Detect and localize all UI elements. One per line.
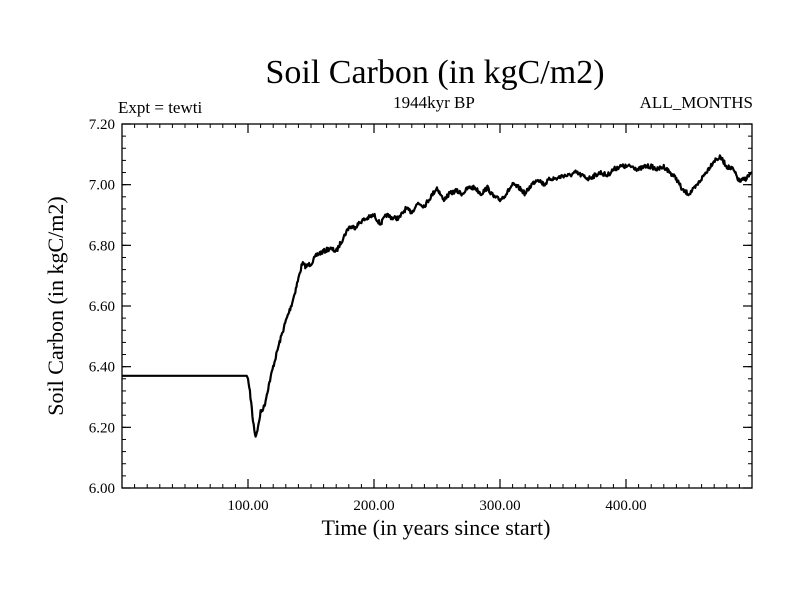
- y-tick-label: 7.00: [89, 178, 115, 194]
- y-tick-label: 6.80: [89, 238, 115, 254]
- x-tick-label: 100.00: [227, 498, 268, 514]
- chart-subtitle: 1944kyr BP: [393, 93, 475, 112]
- y-tick-label: 6.20: [89, 420, 115, 436]
- y-tick-label: 6.40: [89, 360, 115, 376]
- tick-labels: 100.00 200.00 300.00 400.00 6.00 6.20 6.40 6.60…: [89, 117, 647, 514]
- series-layer: [121, 154, 753, 438]
- x-tick-label: 400.00: [605, 498, 646, 514]
- axis-ticks: [122, 123, 752, 489]
- months-label: ALL_MONTHS: [640, 93, 753, 112]
- experiment-label: Expt = tewti: [118, 98, 202, 117]
- plot-frame: [121, 123, 753, 489]
- x-tick-label: 200.00: [353, 498, 394, 514]
- x-axis-label: Time (in years since start): [322, 515, 551, 540]
- y-tick-label: 7.20: [89, 117, 115, 133]
- y-axis-label: Soil Carbon (in kgC/m2): [43, 196, 68, 415]
- chart-title: Soil Carbon (in kgC/m2): [265, 54, 604, 91]
- soil-carbon-series-line: [121, 154, 753, 438]
- x-tick-label: 300.00: [479, 498, 520, 514]
- y-tick-label: 6.00: [89, 481, 115, 497]
- y-tick-label: 6.60: [89, 299, 115, 315]
